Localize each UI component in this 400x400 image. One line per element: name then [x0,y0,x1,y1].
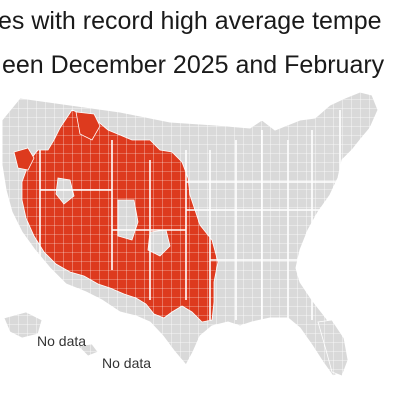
alaska-inset [3,311,43,339]
hawaii-inset [77,343,99,357]
map-title-line-2: een December 2025 and February [2,51,385,79]
state-borders [39,110,341,320]
florida-peninsula [317,319,349,377]
record-high-fragment-nw [13,147,35,171]
map-title-line-1: es with record high average tempe [0,7,382,35]
record-high-fragment-north [75,111,101,141]
alaska-no-data-label: No data [37,333,87,349]
non-record-area-nevada [55,177,75,205]
hawaii-no-data-label: No data [102,355,152,371]
